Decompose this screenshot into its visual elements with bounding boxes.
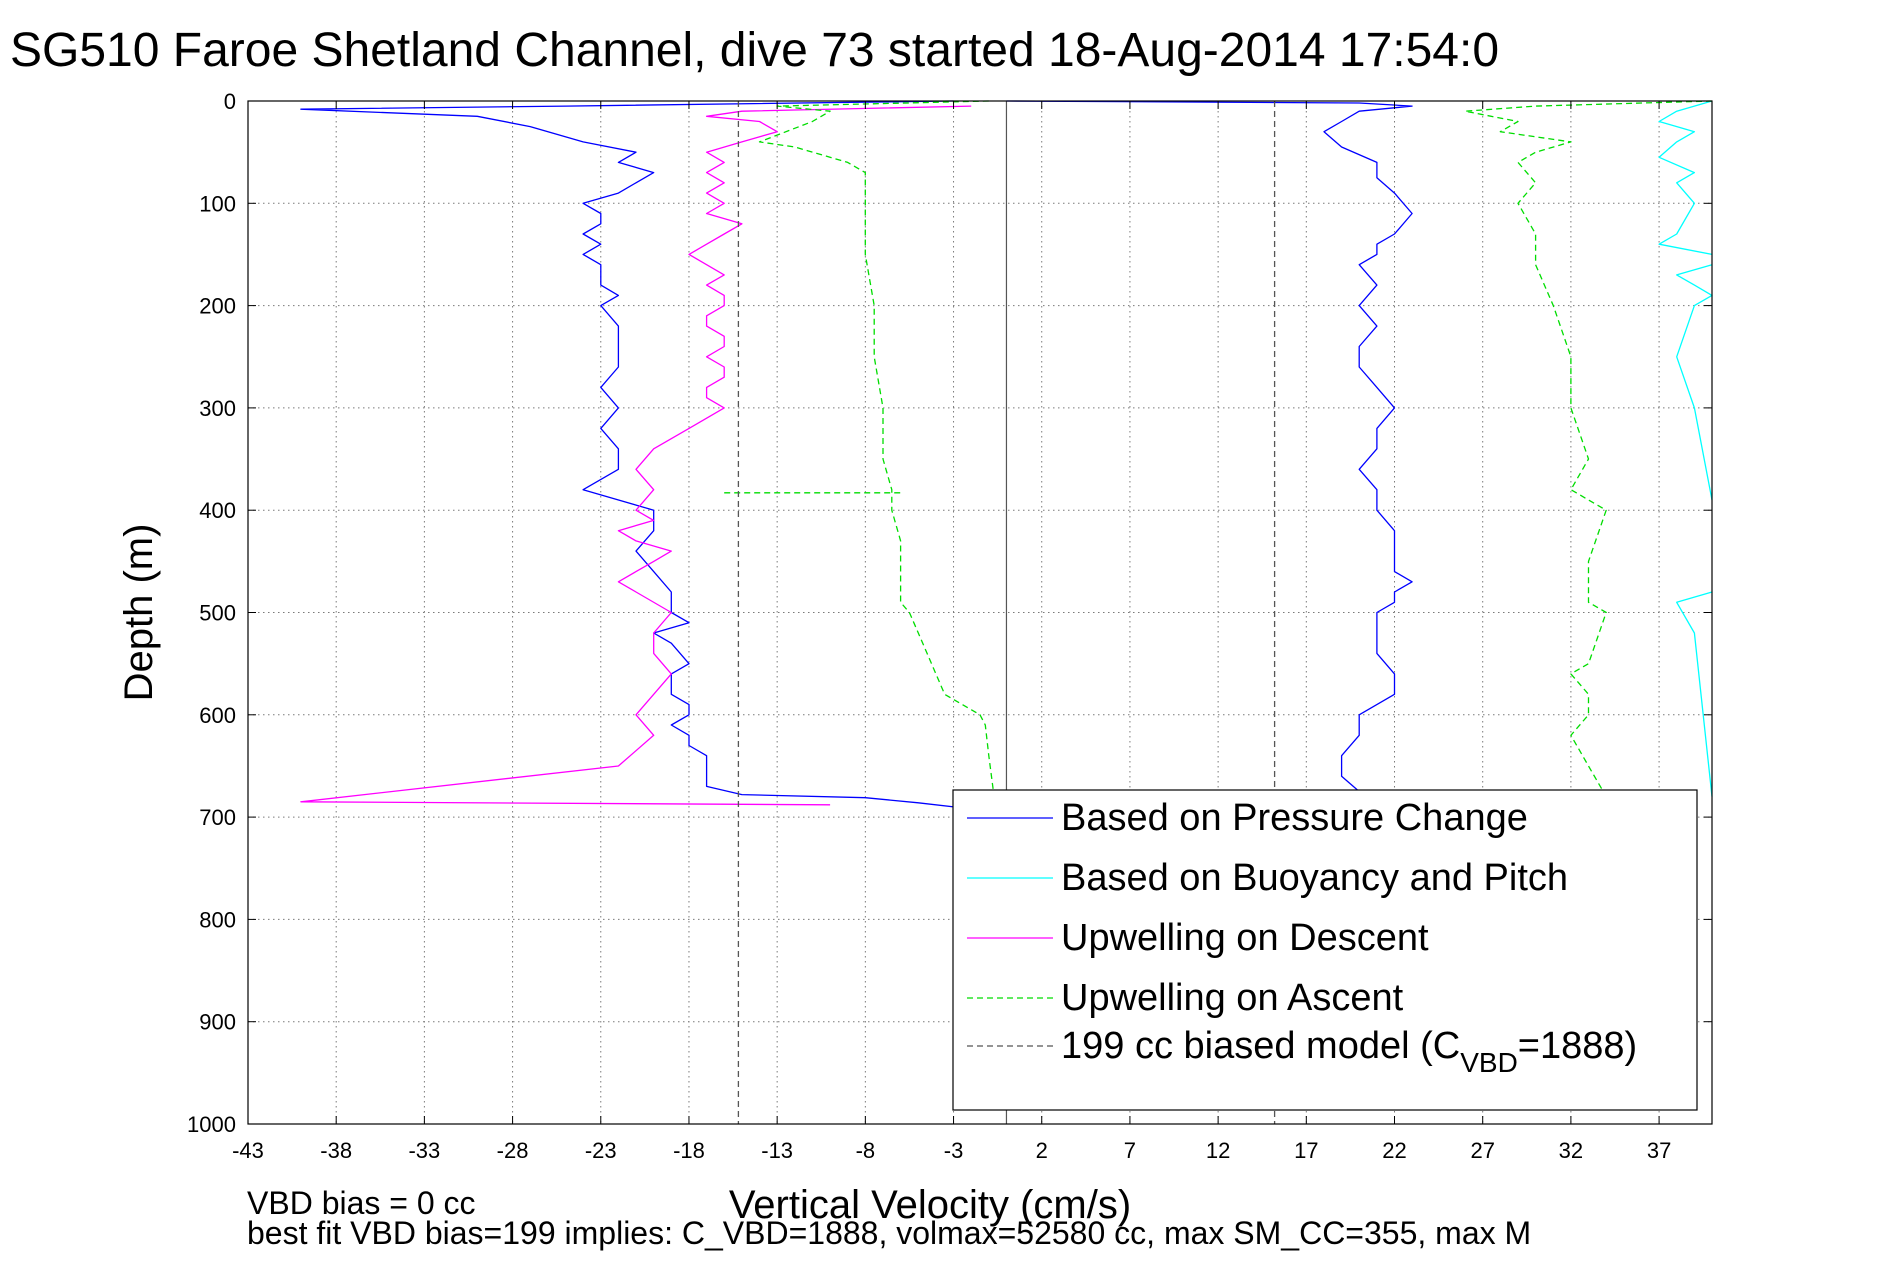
series-0-profile-1 <box>1006 100 1413 806</box>
series-3-profile-0 <box>758 100 995 797</box>
x-tick-label-16: 37 <box>1647 1138 1671 1163</box>
series-3-profile-2 <box>1464 100 1713 797</box>
x-tick-label-11: 12 <box>1206 1138 1230 1163</box>
y-tick-label-4: 400 <box>199 498 236 523</box>
legend-label-2: Upwelling on Descent <box>1061 917 1429 959</box>
series-0-profile-0 <box>300 100 972 810</box>
x-axis-label: Vertical Velocity (cm/s) <box>729 1183 1131 1227</box>
y-tick-label-2: 200 <box>199 294 236 319</box>
series-profiles <box>300 100 1713 1124</box>
chart-title: SG510 Faroe Shetland Channel, dive 73 st… <box>10 24 1499 77</box>
y-axis-label: Depth (m) <box>117 524 161 702</box>
x-tick-label-7: -8 <box>856 1138 876 1163</box>
legend-box <box>952 789 1698 1111</box>
x-tick-label-1: -38 <box>320 1138 352 1163</box>
y-tick-label-5: 500 <box>199 601 236 626</box>
x-tick-label-2: -33 <box>408 1138 440 1163</box>
x-tick-label-8: -3 <box>944 1138 964 1163</box>
series-1-profile-1 <box>1676 264 1713 501</box>
legend-label-4: 199 cc biased model (CVBD=1888) <box>1061 1025 1637 1078</box>
axis-ticks: -43 -38 -33 -28 -23 -18 -13 -8 -3 2 7 12 17 22 27 32 370… <box>187 89 1712 1163</box>
series-1-profile-0 <box>1658 100 1713 256</box>
x-tick-label-9: 2 <box>1036 1138 1048 1163</box>
x-tick-label-15: 32 <box>1559 1138 1583 1163</box>
x-tick-label-3: -28 <box>497 1138 529 1163</box>
legend-label-0: Based on Pressure Change <box>1061 797 1528 839</box>
x-tick-label-12: 17 <box>1294 1138 1318 1163</box>
y-tick-label-1: 100 <box>199 191 236 216</box>
y-tick-label-8: 800 <box>199 907 236 932</box>
y-tick-label-3: 300 <box>199 396 236 421</box>
x-tick-label-6: -13 <box>761 1138 793 1163</box>
x-tick-label-13: 22 <box>1382 1138 1406 1163</box>
legend-label-3: Upwelling on Ascent <box>1061 977 1404 1019</box>
x-tick-label-5: -18 <box>673 1138 705 1163</box>
x-tick-label-14: 27 <box>1470 1138 1494 1163</box>
legend: Based on Pressure Change Based on Buoyanc… <box>952 789 1698 1111</box>
y-tick-label-10: 1000 <box>187 1112 236 1137</box>
annotation-best-fit: best fit VBD bias=199 implies: C_VBD=188… <box>247 1215 1531 1251</box>
y-tick-label-7: 700 <box>199 805 236 830</box>
x-tick-label-0: -43 <box>232 1138 264 1163</box>
y-tick-label-0: 0 <box>224 89 236 114</box>
series-2-profile-0 <box>300 105 972 806</box>
legend-label-1: Based on Buoyancy and Pitch <box>1061 857 1568 899</box>
y-tick-label-9: 900 <box>199 1010 236 1035</box>
series-1-profile-2 <box>1676 591 1713 797</box>
annotation-vbd-bias: VBD bias = 0 cc <box>247 1185 476 1221</box>
x-tick-label-4: -23 <box>585 1138 617 1163</box>
x-tick-label-10: 7 <box>1124 1138 1136 1163</box>
y-tick-label-6: 600 <box>199 703 236 728</box>
